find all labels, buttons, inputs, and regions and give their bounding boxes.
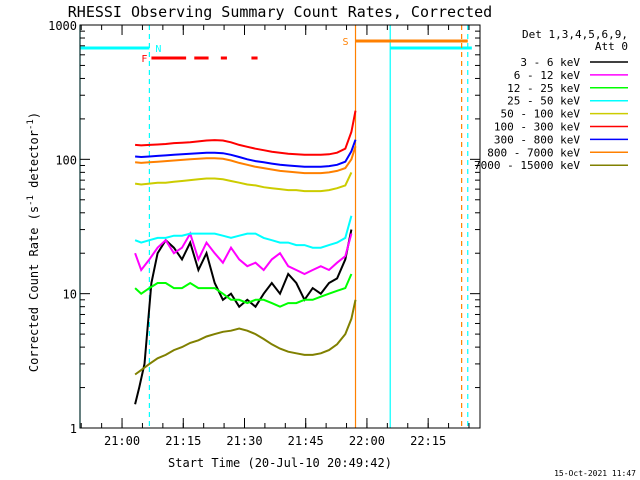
plot-frame bbox=[79, 24, 481, 429]
legend-label: 6 - 12 keV bbox=[514, 69, 581, 82]
series-line-1 bbox=[134, 231, 353, 276]
x-tick-label: 21:00 bbox=[104, 434, 140, 448]
series-line-2 bbox=[134, 273, 353, 308]
legend-header-1: Det 1,3,4,5,6,9, bbox=[522, 28, 628, 41]
x-tick-label: 21:30 bbox=[226, 434, 262, 448]
series-line-5 bbox=[135, 110, 357, 156]
legend-label: 300 - 800 keV bbox=[494, 133, 580, 146]
y-tick-label: 1 bbox=[70, 422, 77, 436]
legend-label: 800 - 7000 keV bbox=[487, 146, 580, 159]
x-tick-label: 22:15 bbox=[410, 434, 446, 448]
x-tick-label: 21:15 bbox=[165, 434, 201, 448]
flag-n-label: N bbox=[155, 44, 161, 55]
legend-label: 25 - 50 keV bbox=[507, 95, 580, 108]
legend-label: 12 - 25 keV bbox=[507, 82, 580, 95]
y-tick-label: 10 bbox=[63, 288, 77, 302]
flag-f-label: F bbox=[141, 54, 147, 65]
y-tick-label: 100 bbox=[55, 153, 77, 167]
chart-title: RHESSI Observing Summary Count Rates, Co… bbox=[68, 3, 492, 21]
x-tick-label: 22:00 bbox=[349, 434, 385, 448]
plot-area: N S F 1 10 100 1000 21:00 21:15 21:30 21:45 22:00 22… bbox=[48, 19, 481, 448]
legend-header-2: Att 0 bbox=[595, 40, 628, 53]
series-line-3 bbox=[134, 215, 353, 249]
legend-label: 50 - 100 keV bbox=[501, 108, 581, 121]
flag-s-label: S bbox=[343, 37, 349, 48]
series-line-4 bbox=[134, 171, 353, 193]
y-tick-label: 1000 bbox=[48, 19, 77, 33]
legend-label: 100 - 300 keV bbox=[494, 121, 580, 134]
x-axis-label: Start Time (20-Jul-10 20:49:42) bbox=[168, 456, 392, 470]
series-line-6 bbox=[135, 139, 357, 168]
y-axis-label: Corrected Count Rate (s-1 detector-1) bbox=[26, 112, 41, 372]
series-line-7 bbox=[135, 145, 357, 175]
legend-label: 7000 - 15000 keV bbox=[474, 159, 580, 172]
x-tick-label: 21:45 bbox=[288, 434, 324, 448]
series-line-0 bbox=[134, 229, 353, 405]
series-line-8 bbox=[134, 299, 357, 376]
legend-label: 3 - 6 keV bbox=[520, 56, 580, 69]
footer-timestamp: 15-Oct-2021 11:47 bbox=[554, 469, 636, 478]
